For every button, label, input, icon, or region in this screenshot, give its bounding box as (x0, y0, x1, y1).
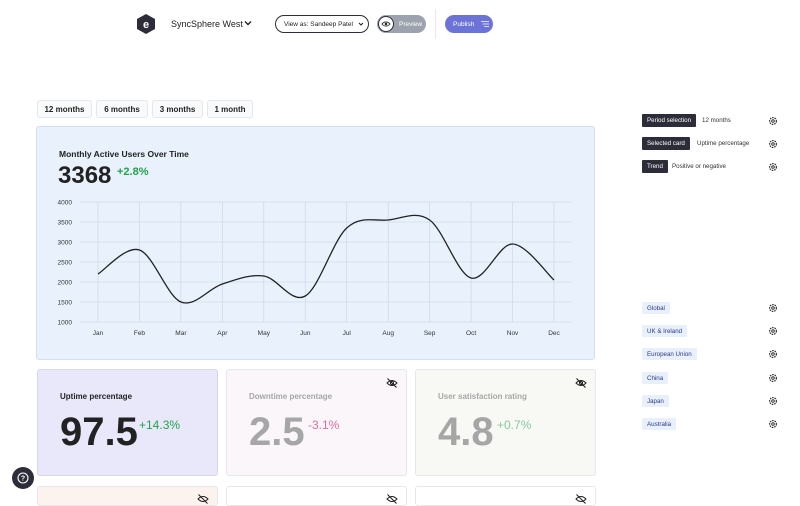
app-name[interactable]: SyncSphere West (171, 19, 243, 29)
stat-card-partial[interactable] (226, 486, 407, 506)
stat-label: Uptime percentage (60, 392, 133, 401)
publish-label: Publish (453, 20, 475, 28)
region-european-union[interactable]: European Union (642, 348, 697, 360)
region-australia[interactable]: Australia (642, 418, 677, 430)
setting-value-period: 12 months (702, 117, 731, 124)
stat-value: 4.8 (438, 410, 494, 454)
stat-card-downtime[interactable]: Downtime percentage 2.5 -3.1% (226, 369, 407, 476)
gear-icon[interactable] (768, 162, 778, 172)
setting-tag-period: Period selection (642, 114, 697, 127)
tab-6-months[interactable]: 6 months (96, 100, 148, 118)
stat-delta: -3.1% (308, 418, 340, 432)
send-icon (481, 21, 490, 27)
app-logo-icon: e (137, 14, 155, 34)
view-as-label: View as: Sandeep Patel (284, 20, 353, 28)
view-as-button[interactable]: View as: Sandeep Patel (275, 15, 369, 33)
header-divider (435, 9, 436, 39)
setting-tag-card: Selected card (642, 137, 690, 150)
stat-value: 97.5 (60, 410, 138, 454)
stat-card-satisfaction[interactable]: User satisfaction rating 4.8 +0.7% (415, 369, 596, 476)
gear-icon[interactable] (768, 349, 778, 359)
gear-icon[interactable] (768, 303, 778, 313)
gear-icon[interactable] (768, 396, 778, 406)
region-china[interactable]: China (642, 372, 669, 384)
stat-card-uptime[interactable]: Uptime percentage 97.5 +14.3% (37, 369, 218, 476)
eye-off-icon[interactable] (386, 493, 398, 505)
eye-off-icon[interactable] (197, 493, 209, 505)
setting-tag-trend: Trend (642, 160, 668, 173)
publish-button[interactable]: Publish (445, 15, 493, 33)
tab-12-months[interactable]: 12 months (37, 100, 92, 118)
chart-delta: +2.8% (117, 166, 149, 178)
gear-icon[interactable] (768, 116, 778, 126)
chart-card[interactable] (36, 126, 595, 360)
svg-text:?: ? (21, 476, 25, 483)
svg-text:e: e (143, 19, 149, 31)
preview-label: Preview (399, 20, 423, 28)
preview-button[interactable]: Preview (377, 15, 426, 33)
setting-value-card: Uptime percentage (697, 140, 750, 147)
stat-delta: +0.7% (497, 418, 532, 432)
gear-icon[interactable] (768, 139, 778, 149)
eye-off-icon[interactable] (575, 377, 587, 389)
setting-value-trend: Positive or negative (672, 163, 726, 170)
gear-icon[interactable] (768, 326, 778, 336)
eye-off-icon[interactable] (575, 493, 587, 505)
tab-1-month[interactable]: 1 month (207, 100, 253, 118)
gear-icon[interactable] (768, 419, 778, 429)
help-button[interactable]: ? (12, 467, 34, 489)
eye-off-icon[interactable] (386, 377, 398, 389)
region-global[interactable]: Global (642, 302, 670, 314)
help-icon: ? (17, 472, 29, 484)
stat-label: Downtime percentage (249, 392, 333, 401)
gear-icon[interactable] (768, 373, 778, 383)
eye-icon (378, 16, 394, 32)
chart-title: Monthly Active Users Over Time (59, 149, 189, 159)
stat-label: User satisfaction rating (438, 392, 527, 401)
stat-card-partial[interactable] (415, 486, 596, 506)
chevron-down-icon[interactable] (242, 17, 254, 29)
stat-delta: +14.3% (139, 418, 181, 432)
chart-value: 3368 (58, 162, 112, 189)
chevron-down-icon (358, 22, 364, 26)
stat-card-partial[interactable] (37, 486, 218, 506)
region-uk-ireland[interactable]: UK & Ireland (642, 325, 688, 337)
stat-value: 2.5 (249, 410, 305, 454)
tab-3-months[interactable]: 3 months (152, 100, 203, 118)
region-japan[interactable]: Japan (642, 395, 669, 407)
